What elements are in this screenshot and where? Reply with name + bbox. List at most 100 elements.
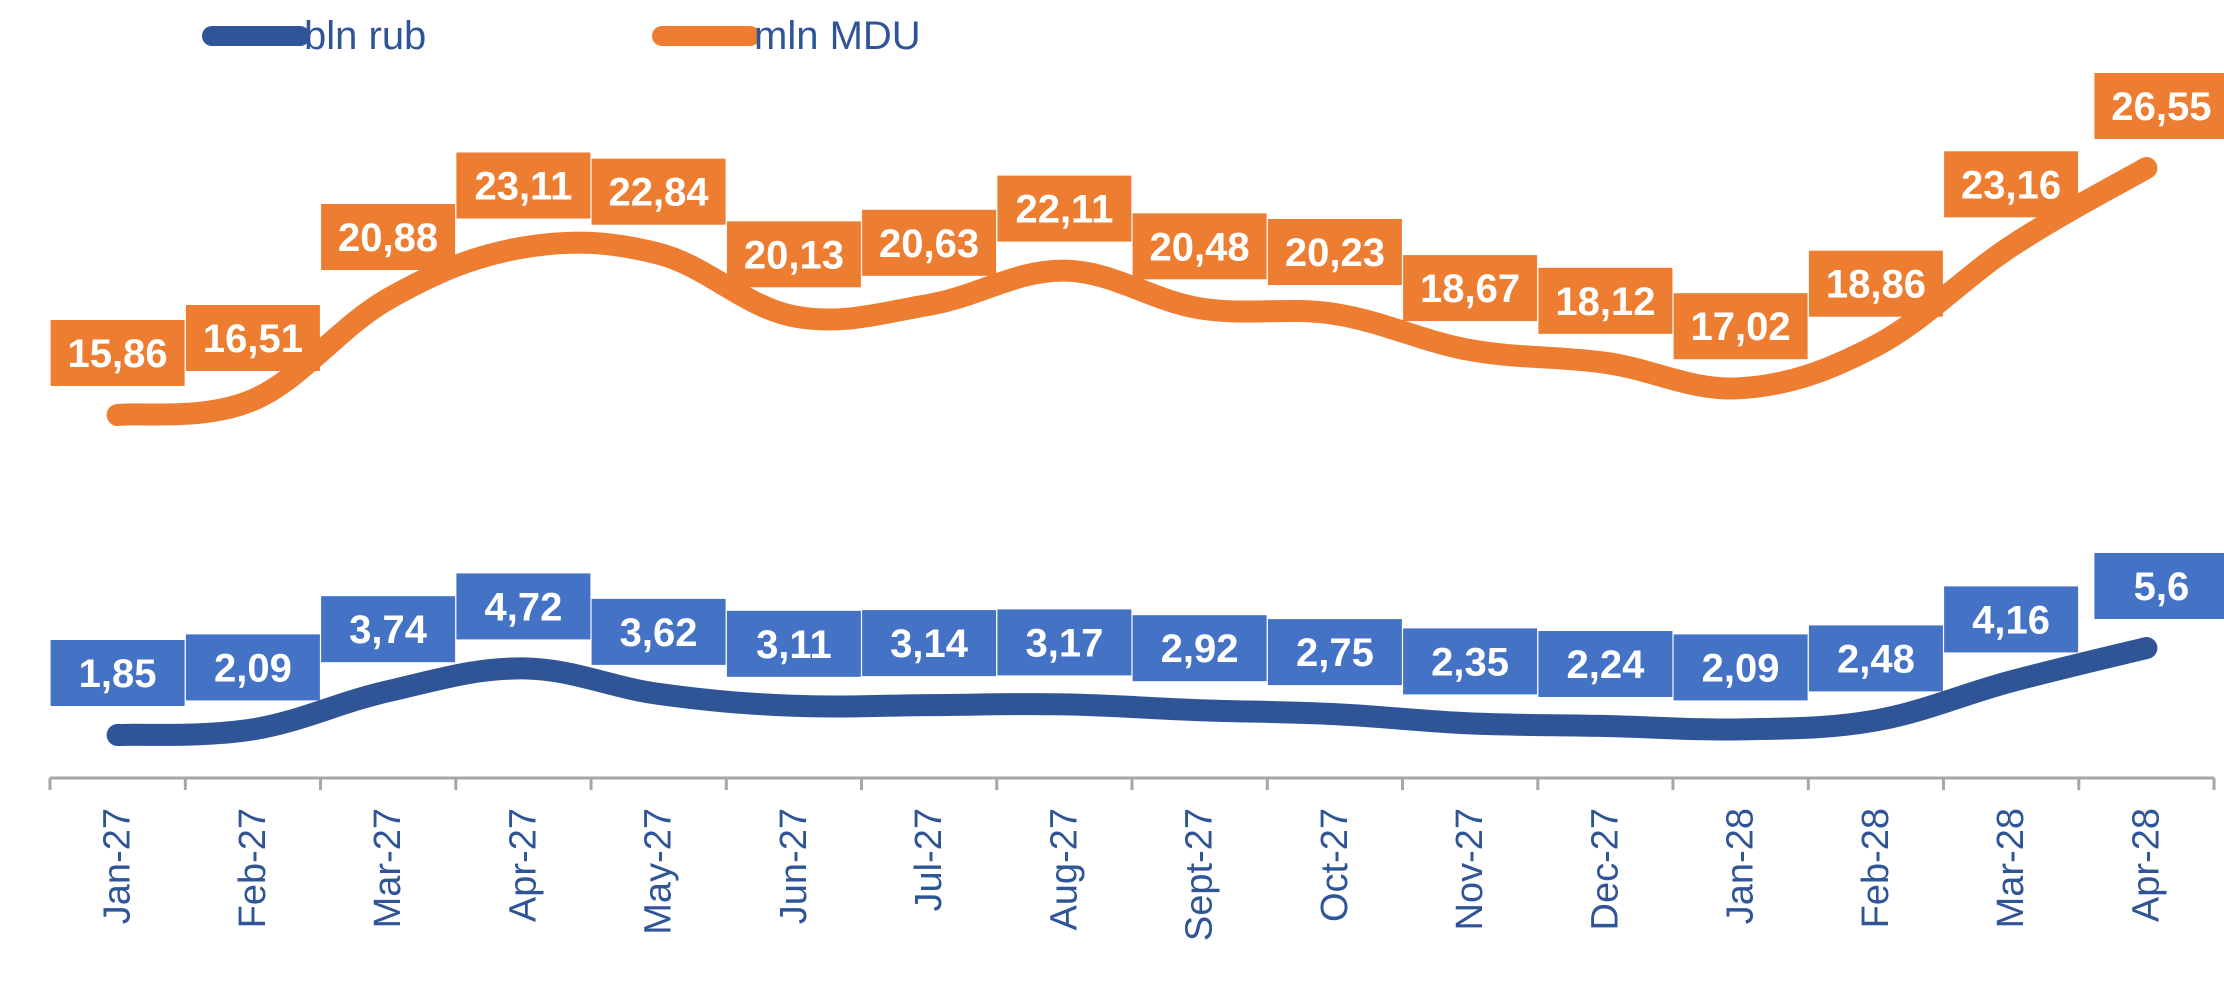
data-label-box (456, 152, 591, 219)
data-label: 2,92 (1132, 615, 1267, 682)
data-label-box (726, 221, 861, 288)
data-label: 20,48 (1132, 213, 1267, 280)
data-label-box (862, 610, 997, 677)
x-tick-label: Sept-27 (1179, 808, 1221, 941)
data-label: 22,11 (997, 175, 1132, 242)
data-label-text: 18,67 (1420, 267, 1520, 311)
data-label: 20,23 (1267, 219, 1402, 285)
x-tick-label: Jan-27 (97, 808, 139, 924)
data-label-box (1538, 631, 1673, 697)
data-label-text: 20,13 (744, 233, 844, 277)
data-label: 3,11 (726, 610, 861, 677)
data-label-text: 2,75 (1296, 631, 1374, 675)
x-tick-label: Nov-27 (1449, 808, 1491, 931)
data-label-text: 5,6 (2134, 565, 2190, 609)
data-label-box (50, 640, 185, 706)
data-label: 20,13 (726, 221, 861, 288)
data-label-box (1673, 634, 1808, 701)
legend-label: mln MDU (754, 14, 921, 58)
data-label-text: 20,88 (338, 216, 438, 260)
data-label: 26,55 (2094, 73, 2224, 139)
data-label: 20,63 (862, 209, 997, 276)
data-label: 1,85 (50, 640, 185, 706)
x-tick-label: Mar-27 (367, 808, 409, 928)
data-label-text: 26,55 (2111, 85, 2211, 129)
x-tick-label: Jun-27 (773, 808, 815, 924)
data-label-box (185, 305, 320, 371)
x-tick-label: Feb-28 (1855, 808, 1897, 928)
data-label-text: 16,51 (203, 317, 303, 361)
x-tick-label: Apr-28 (2125, 808, 2167, 922)
data-label-box (1132, 213, 1267, 280)
data-label-text: 20,63 (879, 222, 979, 266)
data-label-text: 15,86 (68, 332, 168, 376)
data-label-box (591, 158, 726, 225)
data-label-box (321, 596, 456, 663)
legend-item: mln MDU (652, 14, 921, 58)
x-tick-label: Jan-28 (1720, 808, 1762, 924)
data-label: 23,11 (456, 152, 591, 219)
data-label-text: 2,48 (1837, 637, 1915, 681)
data-label-box (2094, 553, 2224, 619)
data-label-box (1944, 586, 2079, 653)
data-label-text: 4,72 (484, 585, 562, 629)
data-label: 2,09 (1673, 634, 1808, 701)
data-label-text: 2,35 (1431, 640, 1509, 684)
data-label: 17,02 (1673, 293, 1808, 360)
data-label-box (997, 609, 1132, 676)
data-label-text: 3,62 (620, 611, 698, 655)
data-label-box (50, 320, 185, 386)
data-label-text: 2,09 (1702, 646, 1780, 690)
data-label-box (1267, 219, 1402, 285)
data-label: 3,74 (321, 596, 456, 663)
data-label: 18,86 (1808, 250, 1943, 317)
x-tick-label: Dec-27 (1584, 808, 1626, 931)
data-label-box (1403, 628, 1538, 695)
data-label: 2,35 (1403, 628, 1538, 695)
x-tick-label: May-27 (638, 808, 680, 935)
data-label-text: 23,11 (474, 165, 572, 209)
data-label: 20,88 (321, 204, 456, 270)
x-tick-label: Aug-27 (1043, 808, 1085, 931)
data-label-box (1673, 293, 1808, 360)
data-label-text: 3,11 (756, 623, 832, 667)
data-label-box (185, 634, 320, 701)
data-label-text: 2,92 (1161, 627, 1239, 671)
data-label: 2,75 (1267, 619, 1402, 686)
data-label: 3,14 (862, 610, 997, 677)
data-label: 15,86 (50, 320, 185, 386)
data-label-text: 18,86 (1826, 263, 1926, 307)
data-label: 5,6 (2094, 553, 2224, 619)
data-label: 3,17 (997, 609, 1132, 676)
data-label-box (1944, 151, 2079, 218)
data-label: 18,12 (1538, 267, 1673, 334)
x-tick-label: Oct-27 (1314, 808, 1356, 922)
data-label-text: 23,16 (1961, 163, 2061, 207)
x-tick-label: Jul-27 (908, 808, 950, 912)
data-label-box (1267, 619, 1402, 686)
data-label-text: 18,12 (1555, 280, 1655, 324)
data-label-box (862, 209, 997, 276)
legend-item: bln rub (202, 14, 426, 58)
data-label-box (1538, 267, 1673, 334)
data-label-box (726, 610, 861, 677)
data-label-box (1403, 255, 1538, 322)
data-label-text: 3,74 (349, 608, 428, 652)
data-label-text: 20,48 (1150, 225, 1250, 269)
x-tick-label: Apr-27 (502, 808, 544, 922)
data-label-box (591, 598, 726, 665)
data-label-text: 2,09 (214, 646, 292, 690)
x-tick-label: Mar-28 (1990, 808, 2032, 928)
data-label: 16,51 (185, 305, 320, 371)
data-label-box (321, 204, 456, 270)
data-label: 4,16 (1944, 586, 2079, 653)
data-label-box (997, 175, 1132, 242)
data-label: 2,09 (185, 634, 320, 701)
legend: bln rub mln MDU (202, 14, 921, 58)
data-label: 4,72 (456, 573, 591, 640)
data-label-box (1808, 250, 1943, 317)
series-line-bln-rub (106, 637, 2158, 746)
data-label-box (1132, 615, 1267, 682)
data-label: 18,67 (1403, 255, 1538, 322)
x-tick-label: Feb-27 (232, 808, 274, 928)
